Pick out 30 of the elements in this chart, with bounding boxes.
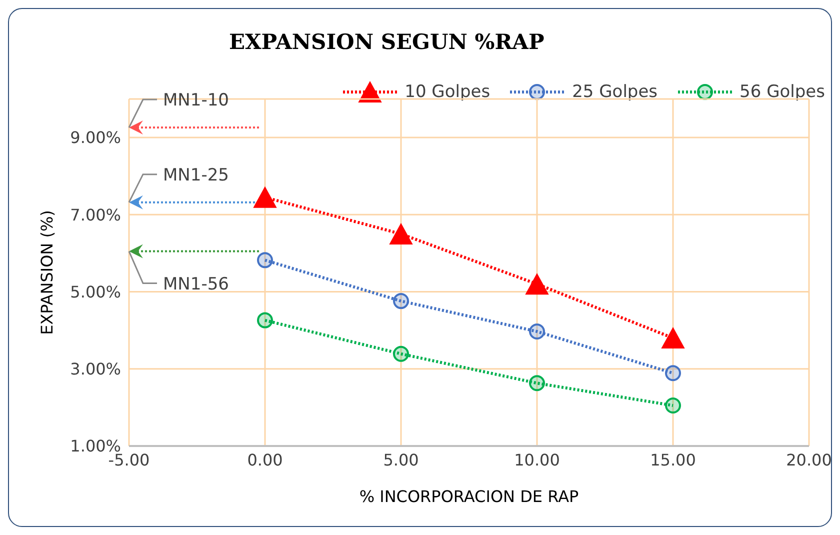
point: [665, 365, 681, 382]
point: [257, 312, 273, 328]
x-tick-label: 15.00: [650, 450, 696, 470]
y-tick-label: 5.00%: [70, 282, 121, 302]
x-tick-label: 10.00: [514, 450, 560, 470]
point: [390, 223, 412, 244]
point: [665, 398, 681, 414]
legend-label: 25 Golpes: [571, 81, 658, 103]
x-tick-label: 5.00: [383, 450, 419, 470]
y-tick-label: 9.00%: [70, 128, 121, 148]
point: [529, 375, 545, 392]
point: [526, 274, 548, 295]
x-axis-title: % INCORPORACION DE RAP: [359, 487, 580, 506]
legend-label: 56 Golpes: [738, 81, 825, 103]
y-axis-title: EXPANSION (%): [38, 210, 57, 335]
point: [254, 186, 276, 208]
point: [662, 328, 684, 349]
y-tick-label: 3.00%: [70, 360, 121, 379]
x-tick-label: 20.00: [786, 450, 832, 470]
legend-label: 10 Golpes: [404, 81, 490, 103]
ref-line-label: MN1-10: [163, 90, 229, 111]
chart-title: EXPANSION SEGUN %RAP: [229, 29, 544, 54]
point: [393, 293, 409, 310]
x-tick-label: 0.00: [247, 450, 283, 470]
y-tick-label: 7.00%: [70, 205, 121, 224]
ref-line-label: MN1-56: [163, 274, 229, 294]
point: [257, 252, 273, 268]
point: [529, 323, 545, 340]
point: [393, 346, 409, 362]
ref-line-label: MN1-25: [163, 165, 229, 186]
